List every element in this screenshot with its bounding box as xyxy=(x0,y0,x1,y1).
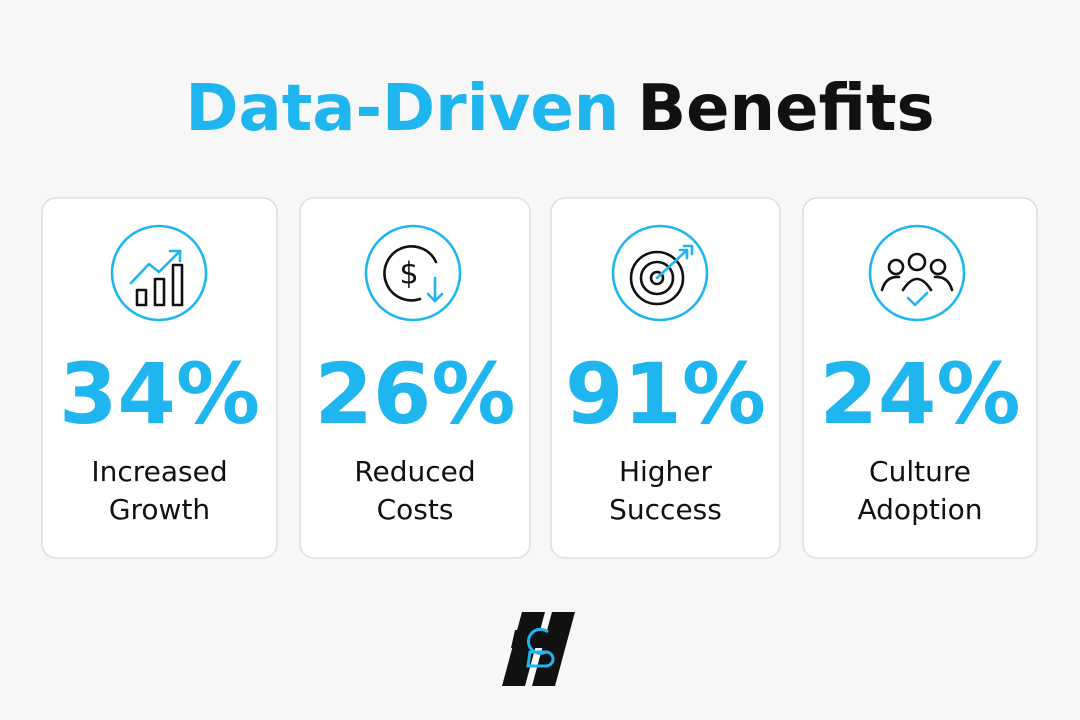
target-icon xyxy=(611,224,709,322)
card-label: Growth xyxy=(109,493,210,526)
card xyxy=(41,197,278,559)
stat: 24% xyxy=(819,345,1020,443)
card xyxy=(550,197,781,559)
stat: 91% xyxy=(565,345,766,443)
title-highlight: Data-Driven xyxy=(185,72,619,146)
title: Data-Driven Benefits xyxy=(185,72,934,146)
card-label: Success xyxy=(609,493,722,526)
card-label: Reduced xyxy=(354,455,475,488)
icons: $ xyxy=(110,224,966,322)
card xyxy=(299,197,531,559)
svg-text:$: $ xyxy=(399,257,418,292)
card-label: Higher xyxy=(619,455,713,488)
card-label: Adoption xyxy=(858,493,983,526)
card-label: Culture xyxy=(869,455,971,488)
stat: 34% xyxy=(59,345,260,443)
cost-icon: $ xyxy=(364,224,462,322)
people-icon xyxy=(868,224,966,322)
stat: 26% xyxy=(314,345,515,443)
card-label: Costs xyxy=(377,493,454,526)
title-rest: Benefits xyxy=(637,72,934,146)
growth-icon xyxy=(110,224,208,322)
logo xyxy=(502,612,575,686)
cards: 34% Increased Growth 26% Reduced Costs 91% High… xyxy=(41,197,1038,559)
card xyxy=(802,197,1038,559)
card-label: Increased xyxy=(91,455,227,488)
